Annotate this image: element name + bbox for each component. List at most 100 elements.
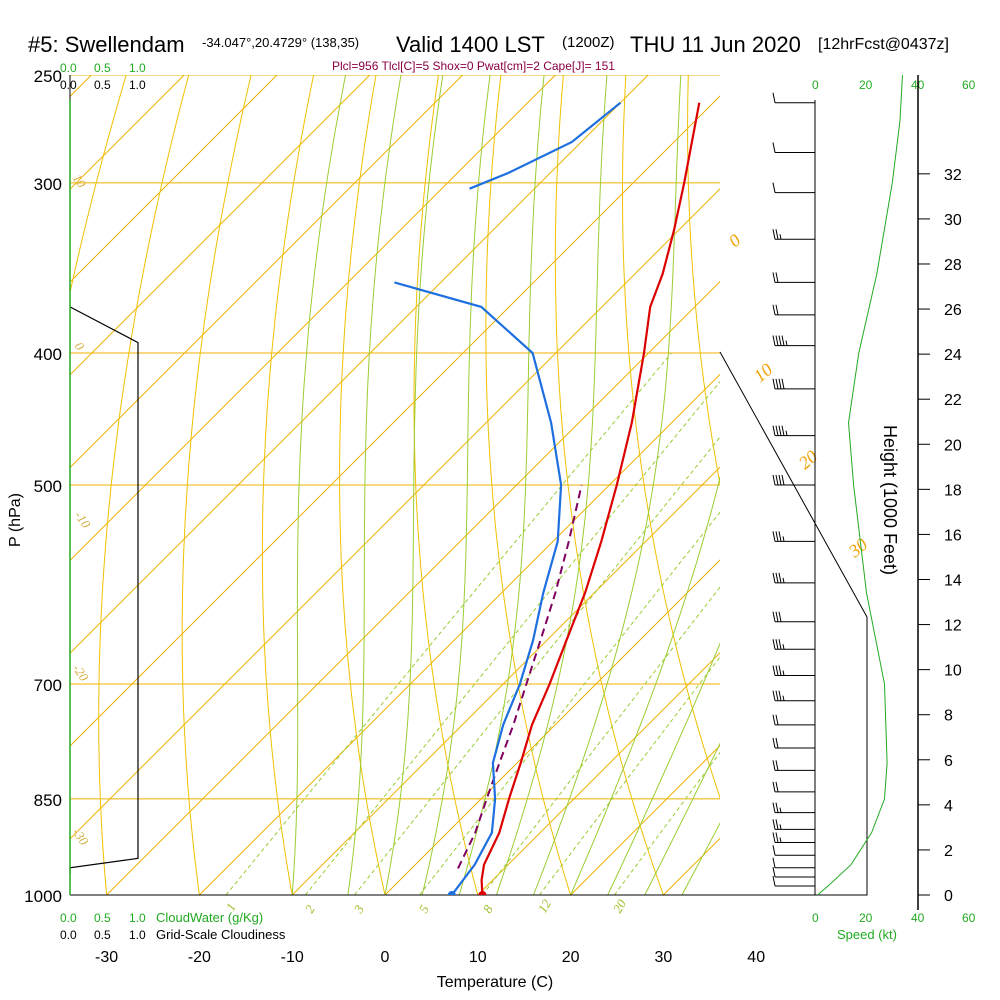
top-green-tick-1: 0.5 <box>94 61 111 75</box>
barb-flag <box>772 639 776 650</box>
zulu-time: (1200Z) <box>562 34 615 51</box>
wind-panel <box>719 74 903 896</box>
moist-adiabat-line <box>607 642 720 895</box>
bottom-speed-tick-0: 0 <box>812 911 819 925</box>
wind-barb <box>772 760 815 771</box>
moist-adiabat-line <box>570 475 720 895</box>
barb-flag <box>775 572 779 584</box>
moist-adiabat-line <box>421 75 491 895</box>
barb-half-flag <box>779 234 782 240</box>
top-speed-tick-0: 0 <box>812 78 819 92</box>
barb-flag <box>772 474 776 486</box>
barb-flag <box>775 272 779 283</box>
barb-half-flag <box>785 340 788 346</box>
height-axis-title: Height (1000 Feet) <box>880 425 900 575</box>
barb-flag <box>778 572 782 584</box>
barb-flag <box>772 304 776 315</box>
barb-half-flag <box>782 577 785 584</box>
mixing-ratio-line <box>225 352 672 895</box>
barb-flag <box>775 760 779 771</box>
isotherm-line <box>70 188 720 840</box>
barb-flag <box>775 425 779 436</box>
barb-flag <box>778 665 782 676</box>
height-tick-label: 24 <box>944 347 962 364</box>
forecast-date: THU 11 Jun 2020 <box>630 32 801 57</box>
barb-flag <box>778 474 782 486</box>
barb-half-flag <box>782 536 785 542</box>
barb-flag <box>772 665 776 676</box>
dry-adiabat-line <box>813 75 1000 895</box>
temperature-tick-label: 30 <box>655 949 673 966</box>
height-tick-label: 18 <box>944 482 962 499</box>
mixing-ratio-line <box>613 751 720 895</box>
barb-half-flag <box>782 695 785 701</box>
wind-barb <box>772 272 815 283</box>
dry-adiabat-line <box>413 75 479 895</box>
bottom-cloudiness-scale: 0.0 0.5 1.0 Grid-Scale Cloudiness <box>60 927 286 942</box>
barb-flag <box>778 611 782 622</box>
valid-time: Valid 1400 LST <box>396 32 545 57</box>
isotherm-line <box>106 280 720 895</box>
bottom-speed-tick-3: 60 <box>962 911 976 925</box>
bottom-green-tick-2: 1.0 <box>129 911 146 925</box>
isotherm-label: 10 <box>750 359 777 386</box>
moist-adiabat-line <box>495 75 608 895</box>
isotherm-label: 0 <box>725 230 745 251</box>
dewpoint-curve <box>394 281 563 895</box>
mixing-ratio-line <box>305 380 720 895</box>
cloudiness-line <box>69 306 139 874</box>
isotherm-label: 30 <box>844 534 871 562</box>
isotherm-line <box>477 652 720 895</box>
barb-flag <box>772 335 776 346</box>
barb-flag <box>772 875 776 887</box>
barb-flag <box>775 832 779 843</box>
height-tick-label: 22 <box>944 392 962 409</box>
sounding-lines <box>394 101 701 895</box>
moist-adiabat-line <box>347 75 402 895</box>
dry-adiabat-label: -30 <box>70 825 93 848</box>
top-green-tick-0: 0.0 <box>60 61 77 75</box>
barb-flag <box>772 845 776 856</box>
barb-flag <box>772 378 776 389</box>
barb-flag <box>775 611 779 622</box>
barb-flag <box>778 378 782 389</box>
cloudwater-label: CloudWater (g/Kg) <box>156 910 263 925</box>
mixing-ratio-line <box>354 436 720 895</box>
wind-barb <box>772 781 815 793</box>
wind-barb <box>772 474 815 486</box>
temperature-tick-label: -10 <box>281 949 304 966</box>
wind-barb <box>772 304 815 316</box>
top-black-tick-1: 0.5 <box>94 78 111 92</box>
height-tick-label: 20 <box>944 437 962 454</box>
cloudiness-label: Grid-Scale Cloudiness <box>156 927 286 942</box>
barb-flag <box>778 425 782 436</box>
dry-adiabat-line <box>261 75 315 895</box>
surface-dewpoint-point <box>447 891 456 895</box>
height-tick-label: 4 <box>944 798 953 815</box>
height-tick-label: 16 <box>944 527 962 544</box>
pressure-tick-label: 850 <box>34 791 62 810</box>
barb-flag <box>772 714 776 725</box>
mixing-ratio-label: 8 <box>480 902 496 916</box>
barb-flag <box>772 611 776 622</box>
thermo-grid <box>70 75 1000 895</box>
barb-half-flag <box>785 430 788 436</box>
temperature-tick-label: -20 <box>188 949 211 966</box>
wind-barb <box>772 142 815 154</box>
barb-flag <box>781 335 785 346</box>
barb-flag <box>772 737 776 749</box>
top-speed-scale: 0 20 40 60 <box>812 78 976 92</box>
isotherm-line <box>849 75 1000 895</box>
bottom-black-tick-2: 1.0 <box>129 928 146 942</box>
barb-flag <box>775 714 779 725</box>
height-tick-label: 6 <box>944 753 953 770</box>
wind-barb <box>772 714 815 726</box>
dry-adiabat-line <box>554 75 664 895</box>
barb-flag <box>772 781 776 792</box>
barb-flag <box>775 474 779 486</box>
bottom-black-tick-1: 0.5 <box>94 928 111 942</box>
top-black-tick-0: 0.0 <box>60 78 77 92</box>
dry-adiabat-label: -10 <box>72 508 95 531</box>
height-tick-label: 0 <box>944 888 953 905</box>
